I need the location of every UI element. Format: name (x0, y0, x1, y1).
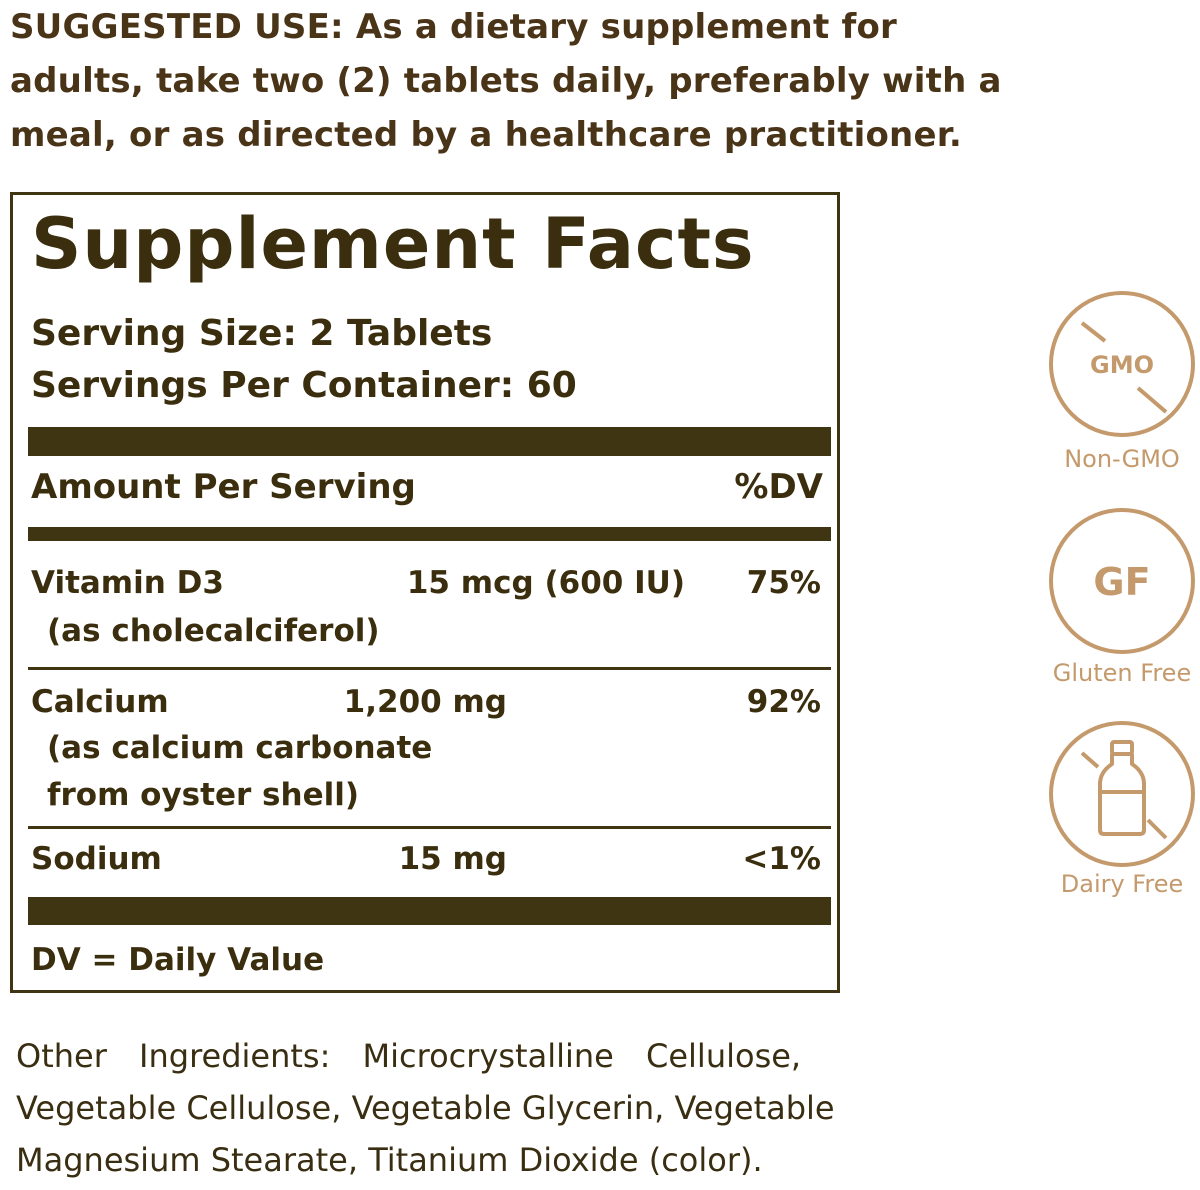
serving-size: Serving Size: 2 Tablets (31, 313, 493, 354)
other-ingredients-text: Other Ingredients: Microcrystalline Cell… (16, 1030, 850, 1186)
milk-bottle-icon (1098, 740, 1146, 836)
nutrient-amount: 1,200 mg (343, 684, 507, 720)
nutrient-amount: 15 mg (398, 841, 507, 877)
dairy-free-badge: Dairy Free (1048, 720, 1196, 898)
nutrient-dv: 75% (746, 565, 821, 601)
no-gmo-icon: GMO (1049, 291, 1195, 437)
gluten-free-icon: GF (1049, 508, 1195, 654)
badge-label: Non-GMO (1064, 445, 1180, 473)
gmo-icon-text: GMO (1090, 351, 1154, 379)
nutrient-name: Sodium (31, 841, 162, 877)
gf-icon-text: GF (1093, 560, 1150, 604)
other-ingredients-line: Other Ingredients: Microcrystalline Cell… (16, 1030, 850, 1082)
non-gmo-badge: GMO Non-GMO (1048, 290, 1196, 473)
nutrient-source: (as calcium carbonate (47, 730, 433, 766)
badge-label: Dairy Free (1060, 870, 1184, 898)
suggested-use-line: meal, or as directed by a healthcare pra… (10, 115, 962, 155)
thick-divider (28, 427, 831, 456)
amount-per-serving-header: Amount Per Serving (31, 467, 416, 507)
row-divider (28, 667, 831, 670)
suggested-use-line: SUGGESTED USE: As a dietary supplement f… (10, 7, 897, 47)
other-ingredients-line: Vegetable Cellulose, Vegetable Glycerin,… (16, 1089, 835, 1127)
dv-header: %DV (734, 467, 823, 507)
no-dairy-icon (1049, 721, 1195, 867)
nutrient-source: from oyster shell) (47, 777, 360, 813)
thick-divider (28, 897, 831, 925)
nutrient-amount: 15 mcg (600 IU) (406, 565, 685, 601)
nutrient-dv: <1% (742, 841, 821, 877)
dv-footnote: DV = Daily Value (31, 942, 325, 978)
other-ingredients-words: Other Ingredients: Microcrystalline Cell… (16, 1037, 802, 1075)
suggested-use-text: SUGGESTED USE: As a dietary supplement f… (10, 0, 1002, 162)
badge-label: Gluten Free (1052, 659, 1192, 687)
row-divider (28, 826, 831, 829)
supplement-facts-panel: Supplement Facts Serving Size: 2 Tablets… (10, 192, 840, 993)
nutrient-name: Vitamin D3 (31, 565, 224, 601)
medium-divider (28, 527, 831, 541)
suggested-use-line: adults, take two (2) tablets daily, pref… (10, 61, 1002, 101)
nutrient-source: (as cholecalciferol) (47, 613, 380, 649)
nutrient-dv: 92% (746, 684, 821, 720)
nutrient-name: Calcium (31, 684, 169, 720)
gluten-free-badge: GF Gluten Free (1048, 507, 1196, 687)
servings-per-container: Servings Per Container: 60 (31, 365, 577, 406)
other-ingredients-line: Magnesium Stearate, Titanium Dioxide (co… (16, 1141, 763, 1179)
supplement-facts-title: Supplement Facts (31, 203, 755, 285)
